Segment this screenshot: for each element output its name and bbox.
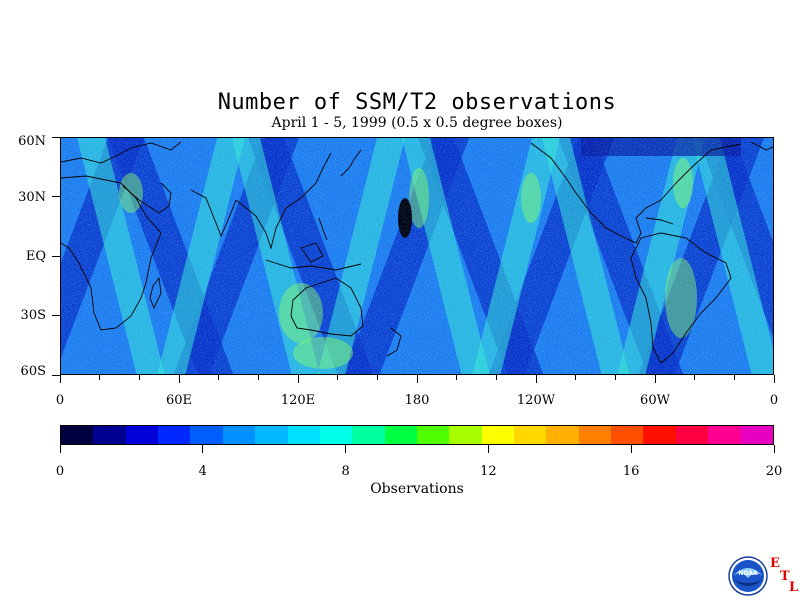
colorbar-tick	[487, 445, 489, 453]
coast-australia	[290, 277, 364, 337]
lat-label-60s: 60S	[20, 364, 46, 379]
lon-tick	[733, 375, 735, 380]
lat-tick	[52, 315, 60, 316]
colorbar-segment	[708, 426, 741, 444]
map-title: Number of SSM/T2 observations	[217, 90, 617, 115]
colorbar-segment	[481, 426, 515, 444]
colorbar-segment	[255, 426, 288, 444]
colorbar-label-12: 12	[480, 464, 497, 479]
coastlines	[61, 141, 773, 364]
coast-south-america	[630, 232, 732, 364]
lon-tick	[575, 375, 577, 380]
coast-arabia	[122, 182, 172, 214]
lon-label-0: 0	[55, 393, 65, 408]
lon-tick	[178, 375, 180, 383]
lat-label-30n: 30N	[18, 190, 46, 205]
colorbar-segment	[190, 426, 223, 444]
colorbar-segment	[740, 426, 773, 444]
colorbar-segment	[352, 426, 385, 444]
etl-letter-l: L	[789, 580, 799, 595]
noaa-logo-icon: NOAA	[728, 556, 768, 596]
lon-tick	[535, 375, 537, 383]
colorbar-title: Observations	[370, 481, 464, 497]
coast-indonesia	[265, 259, 362, 271]
lat-label-60n: 60N	[18, 134, 46, 149]
lon-label-180: 180	[404, 393, 430, 408]
colorbar-label-8: 8	[341, 464, 350, 479]
lat-tick	[52, 196, 60, 197]
lon-tick	[297, 375, 299, 383]
svg-text:NOAA: NOAA	[738, 570, 758, 577]
lon-tick	[99, 375, 101, 380]
coast-seasia	[235, 152, 332, 250]
colorbar-segment	[449, 426, 482, 444]
coast-greenland	[750, 141, 773, 151]
colorbar	[60, 425, 774, 445]
colorbar-label-4: 4	[198, 464, 207, 479]
coast-north-america	[530, 142, 742, 244]
colorbar-segment	[222, 426, 256, 444]
lat-tick	[52, 136, 60, 138]
lon-label-60e: 60E	[165, 393, 193, 408]
lon-tick	[694, 375, 696, 380]
colorbar-segment	[93, 426, 126, 444]
etl-letter-e: E	[770, 556, 780, 571]
colorbar-segment	[675, 426, 709, 444]
colorbar-segment	[578, 426, 612, 444]
lon-tick	[416, 375, 418, 383]
colorbar-segment	[643, 426, 676, 444]
observation-map-svg	[61, 138, 773, 374]
coast-philippines	[318, 217, 328, 241]
coast-madagascar	[149, 276, 162, 310]
lon-tick	[218, 375, 220, 380]
colorbar-segment	[384, 426, 417, 444]
colorbar-segment	[125, 426, 159, 444]
lon-tick	[257, 375, 259, 380]
lon-tick	[456, 375, 458, 380]
coast-africa	[61, 175, 162, 331]
coast-japan	[340, 149, 362, 177]
lon-tick	[495, 375, 497, 380]
lon-label-0-end: 0	[769, 393, 779, 408]
coast-caribbean	[645, 217, 674, 225]
colorbar-label-20: 20	[765, 464, 783, 479]
lon-label-120e: 120E	[280, 393, 316, 408]
lat-label-eq: EQ	[25, 249, 46, 264]
lon-tick	[773, 375, 775, 383]
lon-tick	[59, 375, 61, 383]
colorbar-tick	[202, 445, 204, 453]
lon-tick	[138, 375, 140, 380]
colorbar-segment	[416, 426, 450, 444]
colorbar-segment	[546, 426, 579, 444]
colorbar-segment	[319, 426, 353, 444]
colorbar-label-0: 0	[55, 464, 65, 479]
lon-tick	[376, 375, 378, 380]
noise-overlay	[61, 138, 773, 374]
colorbar-label-16: 16	[622, 464, 640, 479]
coast-europe	[61, 141, 182, 164]
lon-label-60w: 60W	[640, 393, 670, 408]
colorbar-segment	[611, 426, 644, 444]
lat-tick	[52, 255, 60, 257]
etl-letter-t: T	[780, 569, 790, 584]
map-subtitle: April 1 - 5, 1999 (0.5 x 0.5 degree boxe…	[271, 115, 563, 131]
lat-label-30s: 30S	[20, 308, 46, 323]
lon-tick	[614, 375, 616, 380]
coast-india	[190, 189, 237, 238]
colorbar-tick	[630, 445, 632, 453]
colorbar-segment	[514, 426, 547, 444]
lon-label-120w: 120W	[516, 393, 556, 408]
coast-newzealand	[386, 327, 402, 357]
coast-borneo	[300, 242, 324, 263]
lon-tick	[654, 375, 656, 383]
colorbar-tick	[773, 445, 775, 453]
colorbar-segment	[61, 426, 94, 444]
lon-tick	[337, 375, 339, 380]
observation-map	[60, 137, 774, 375]
colorbar-tick	[59, 445, 61, 453]
colorbar-segment	[287, 426, 320, 444]
lat-tick	[52, 374, 60, 376]
colorbar-segment	[158, 426, 191, 444]
colorbar-tick	[345, 445, 347, 453]
